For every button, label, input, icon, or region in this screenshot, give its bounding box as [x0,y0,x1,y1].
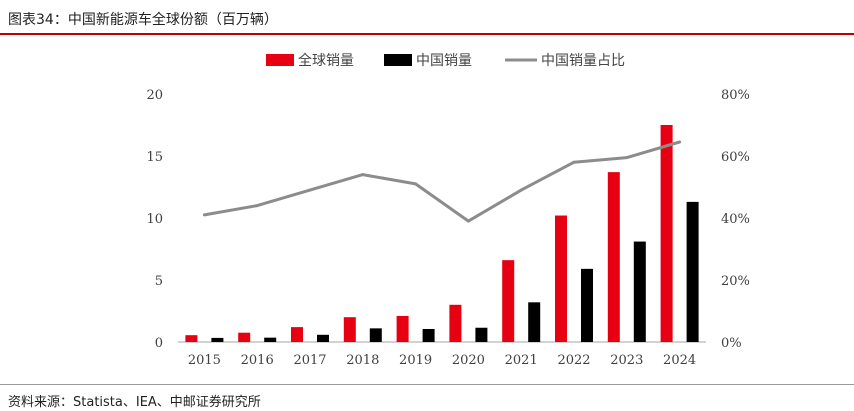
point-china-share [466,219,470,223]
bar-china-sales [528,302,541,342]
y-right-tick-label: 0% [721,336,742,351]
y-left-tick-label: 15 [146,150,163,165]
y-left-tick-label: 5 [155,274,163,289]
chart-line [202,140,682,223]
legend-label-global-sales: 全球销量 [298,52,354,69]
point-china-share [255,204,259,208]
bar-global-sales [396,315,409,342]
y-left-tick-label: 10 [146,212,163,227]
bar-global-sales [238,332,251,342]
line-china-share [204,140,681,223]
bar-global-sales [343,317,356,342]
chart-axes: 0 5 10 15 20 0% 20% 40% 60% 80% 2015 2016 2017 2018 20… [146,88,749,368]
x-tick-label: 2024 [663,353,696,368]
y-right-tick-label: 40% [721,212,750,227]
bar-global-sales [607,172,620,342]
title-divider [0,33,854,35]
bar-global-sales [555,215,567,342]
point-china-share [625,156,629,160]
x-tick-label: 2018 [346,353,379,368]
chart-container: 全球销量 中国销量 中国销量占比 0 5 10 15 20 0% 20% 40% 60% 80% 2… [0,38,854,380]
bar-global-sales [660,125,673,342]
bar-global-sales [502,260,515,342]
bar-china-sales [475,327,488,342]
source-note: 资料来源：Statista、IEA、中邮证券研究所 [8,395,261,410]
point-china-share [678,140,682,144]
legend-swatch-china-sales [384,54,412,66]
x-tick-label: 2020 [452,353,485,368]
chart-legend: 全球销量 中国销量 中国销量占比 [266,52,625,69]
x-tick-label: 2023 [610,353,643,368]
source-divider [0,384,854,385]
x-tick-label: 2019 [399,353,432,368]
bar-global-sales [185,335,198,342]
x-tick-label: 2016 [241,353,274,368]
x-tick-label: 2015 [188,353,221,368]
y-left-tick-label: 20 [146,88,163,103]
y-left-tick-label: 0 [155,336,163,351]
bar-china-sales [686,201,699,342]
bar-china-sales [369,328,382,342]
legend-label-china-sales: 中国销量 [416,53,472,69]
combo-chart: 全球销量 中国销量 中国销量占比 0 5 10 15 20 0% 20% 40% 60% 80% 2… [146,52,749,368]
figure-title: 图表34：中国新能源车全球份额（百万辆） [8,12,278,28]
point-china-share [308,188,312,192]
bar-china-sales [317,334,329,342]
x-tick-label: 2017 [293,353,326,368]
bar-global-sales [449,304,462,342]
bar-china-sales [211,337,224,342]
y-right-tick-label: 20% [721,274,750,289]
point-china-share [361,173,365,177]
chart-bars [185,125,699,342]
y-right-tick-label: 80% [721,88,750,103]
bar-china-sales [264,337,277,342]
bar-china-sales [422,328,435,342]
legend-swatch-global-sales [266,54,294,66]
bar-global-sales [291,327,303,342]
legend-label-china-share: 中国销量占比 [541,53,625,69]
x-tick-label: 2021 [505,353,538,368]
x-tick-label: 2022 [557,353,590,368]
point-china-share [519,188,523,192]
bar-china-sales [581,268,593,342]
title-bar: 图表34：中国新能源车全球份额（百万辆） [0,0,854,35]
point-china-share [414,182,418,186]
y-right-tick-label: 60% [721,150,750,165]
bar-china-sales [633,241,646,342]
point-china-share [202,213,206,217]
point-china-share [572,160,576,164]
